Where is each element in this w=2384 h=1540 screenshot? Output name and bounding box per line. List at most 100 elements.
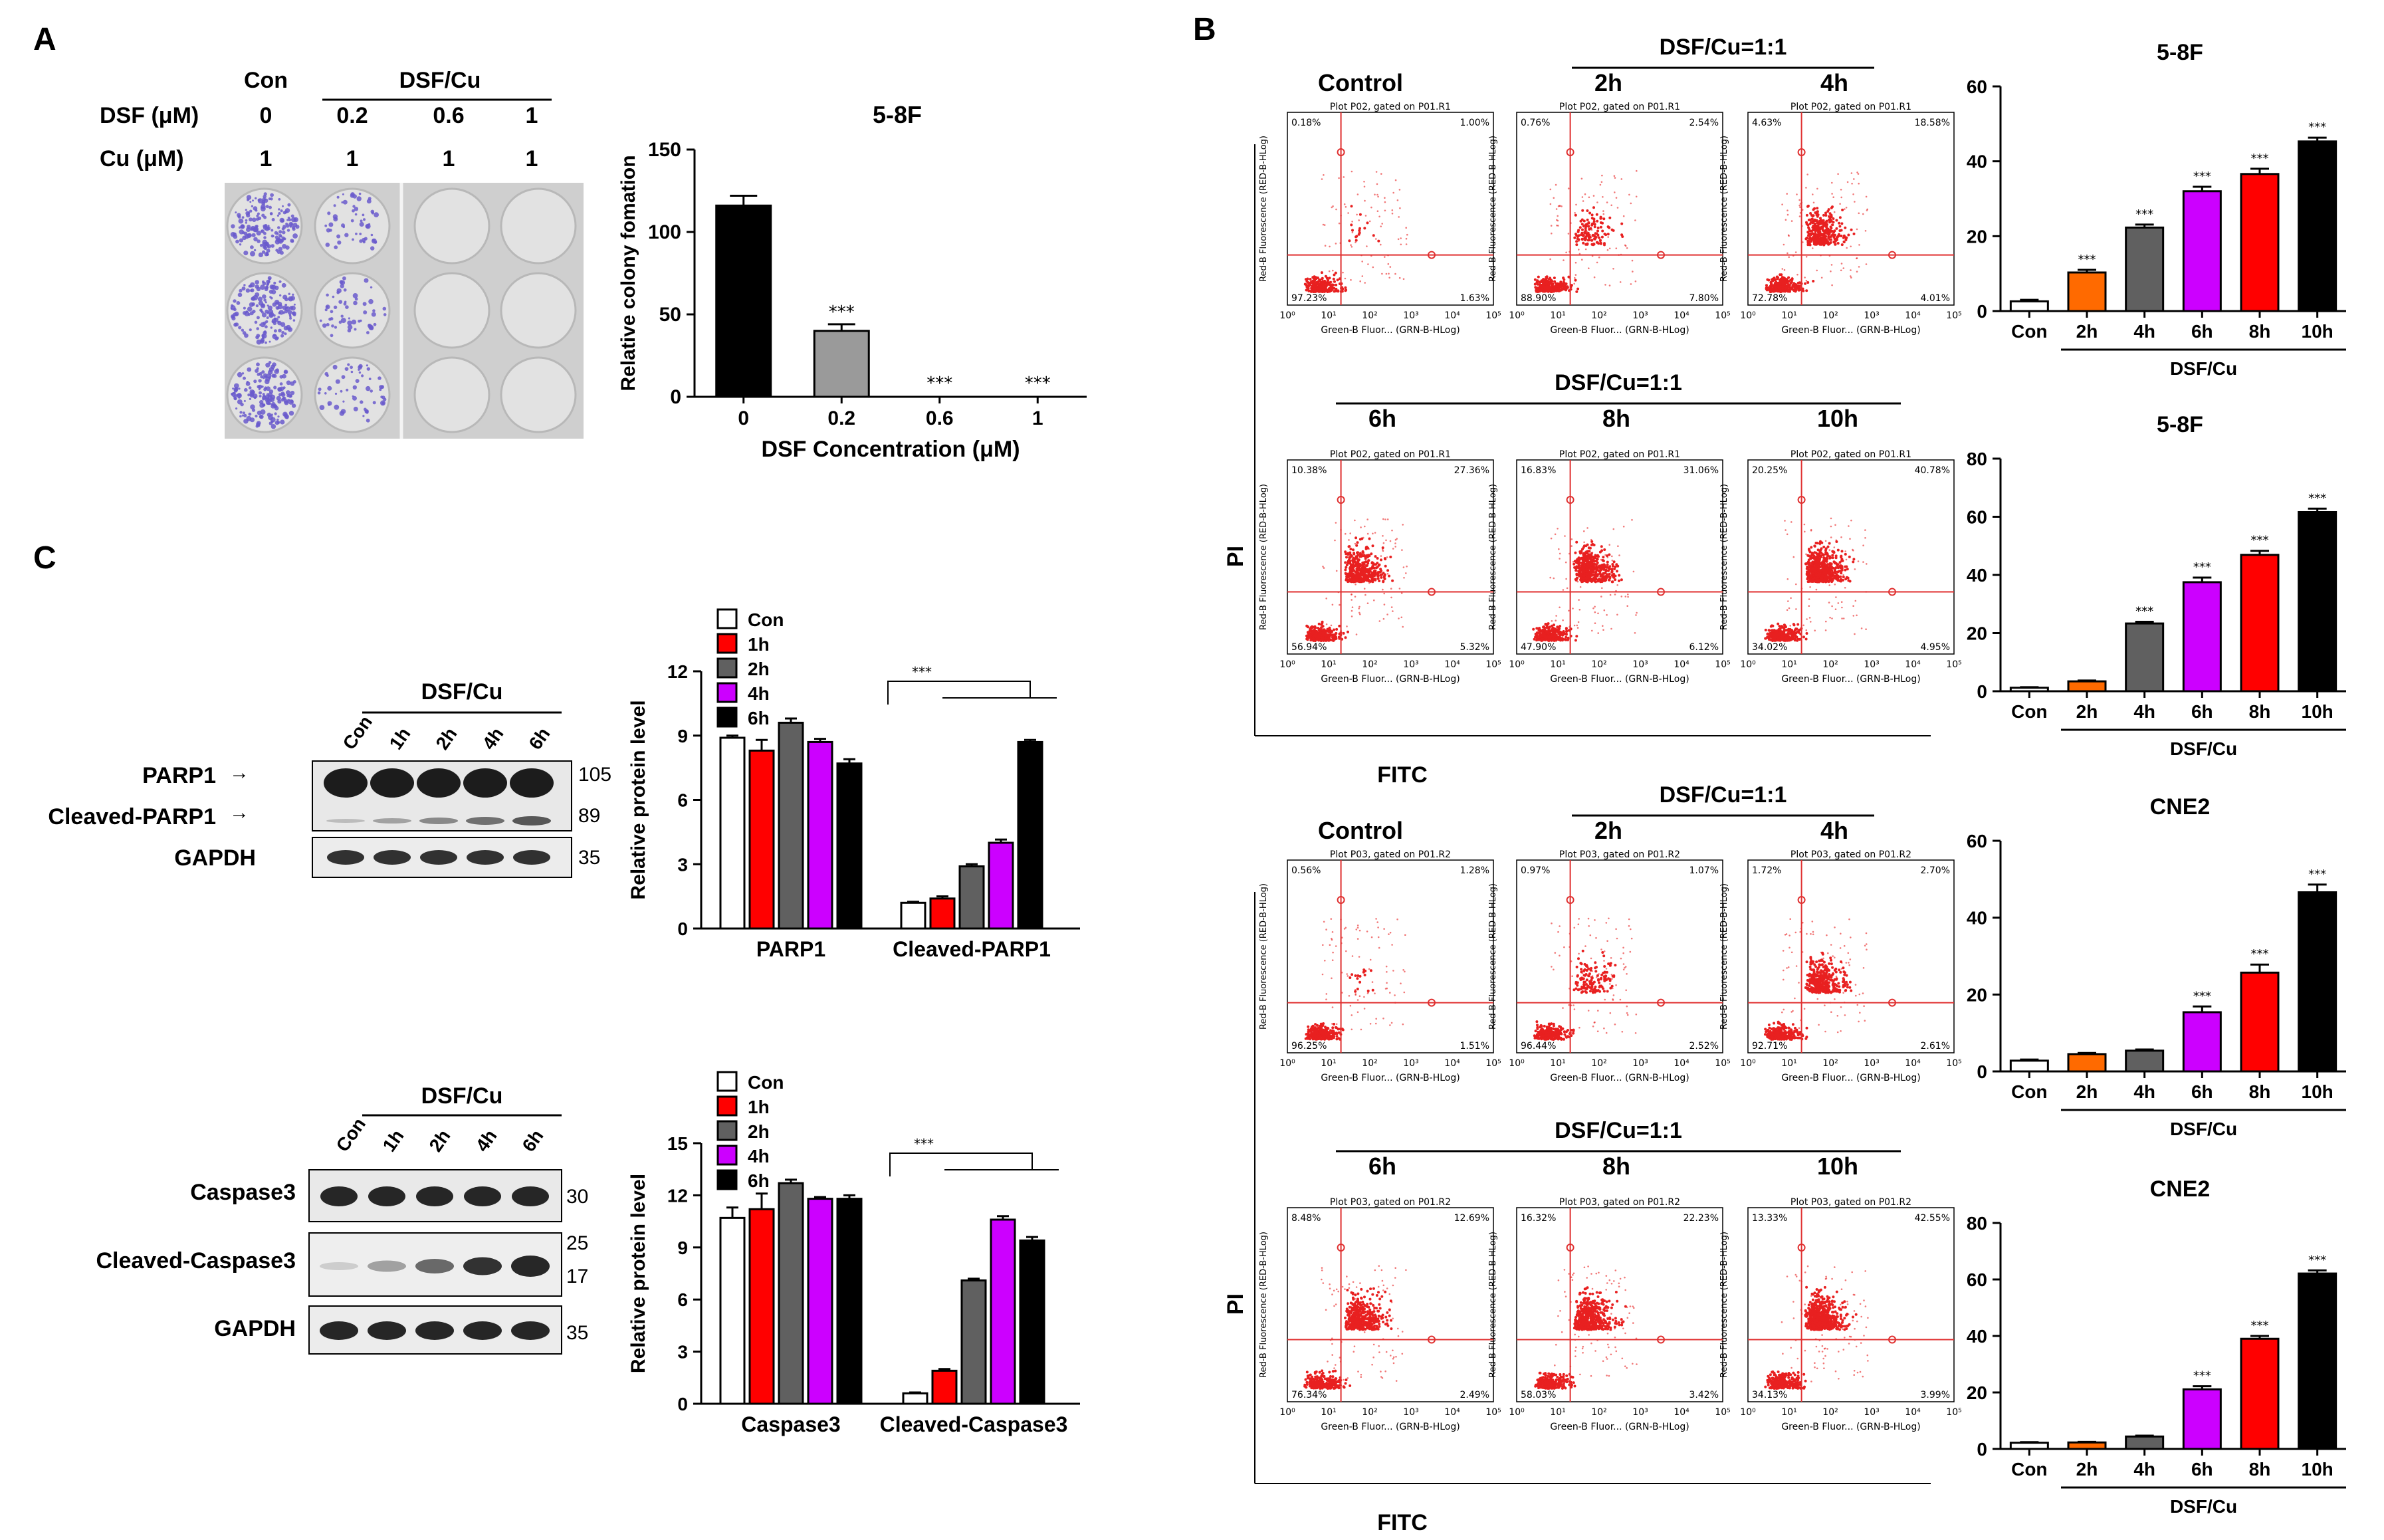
bar xyxy=(929,897,956,930)
colony-dot xyxy=(362,415,365,417)
colony-dot xyxy=(271,374,276,378)
flow-dot xyxy=(1594,622,1596,624)
colony-dot xyxy=(280,397,285,402)
x-tick-label: 10h xyxy=(2302,701,2333,722)
bar xyxy=(900,901,926,930)
colony-dot xyxy=(252,217,257,223)
flow-dot xyxy=(1810,238,1813,241)
flow-dot xyxy=(1320,271,1323,275)
flow-dot xyxy=(1398,276,1401,279)
flow-dot xyxy=(1343,176,1345,178)
flow-dot xyxy=(1555,619,1557,621)
colony-dot xyxy=(292,227,296,231)
flow-dot xyxy=(1577,562,1580,564)
colony-dot xyxy=(267,412,272,417)
significance-label: *** xyxy=(2078,253,2096,267)
flow-dot xyxy=(1612,560,1616,564)
flow-dot xyxy=(1323,288,1326,292)
flow-dot xyxy=(1376,572,1380,576)
colony-dot xyxy=(290,381,295,386)
colony-dot xyxy=(257,212,260,215)
flow-dot xyxy=(1614,566,1617,568)
flow-dot xyxy=(1549,629,1553,633)
colony-dot xyxy=(335,379,340,384)
colony-dot xyxy=(237,393,241,397)
flow-dot xyxy=(1374,563,1377,566)
flow-dot xyxy=(1402,566,1405,568)
colony-dot xyxy=(262,403,266,407)
colony-dot xyxy=(331,324,334,328)
flow-dot xyxy=(1344,568,1347,572)
flow-dot xyxy=(1374,193,1376,196)
colony-dot xyxy=(243,251,249,256)
flow-dot xyxy=(1582,241,1585,245)
flow-x-tick: 10⁴ xyxy=(1674,659,1689,670)
flow-dot xyxy=(1788,256,1790,259)
colony-dot xyxy=(325,243,330,247)
flow-x-tick: 10⁰ xyxy=(1509,659,1525,670)
flow-dot xyxy=(1628,193,1630,196)
flow-x-label: Green-B Fluor... (GRN-B-HLog) xyxy=(1781,674,1920,685)
flow-dot xyxy=(1370,573,1373,576)
flow-x-tick: 10⁰ xyxy=(1279,659,1295,670)
flow-dot xyxy=(1335,570,1338,572)
flow-dot xyxy=(1361,275,1364,277)
flow-dot xyxy=(1559,606,1561,609)
flow-dot xyxy=(1827,235,1830,239)
colony-dot xyxy=(269,212,273,215)
flow-dot xyxy=(1348,239,1351,243)
flow-dot xyxy=(1549,276,1552,280)
flow-dot xyxy=(1602,196,1604,198)
flow-dot xyxy=(1386,556,1388,558)
flow-dot xyxy=(1561,205,1563,207)
colony-dot xyxy=(352,205,356,208)
colony-dot xyxy=(260,409,266,415)
necrosis-5-8f-chart: 5-8F020406080Necrosis (%)Con2h***4h***6h… xyxy=(1931,412,2346,759)
flow-x-tick: 10⁴ xyxy=(1905,659,1921,670)
bar xyxy=(807,740,833,930)
x-tick-label: 1 xyxy=(1032,407,1043,429)
flow-dot xyxy=(1819,233,1822,236)
flow-dot xyxy=(1767,629,1771,632)
colony-dot xyxy=(277,226,280,229)
flow-dot xyxy=(1838,225,1842,228)
flow-dot xyxy=(1594,577,1598,580)
flow-dot xyxy=(1311,625,1314,628)
colony-dot xyxy=(360,400,364,404)
flow-dot xyxy=(1331,604,1334,606)
flow-dot xyxy=(1321,636,1324,639)
colony-dot xyxy=(262,294,267,299)
flow-dot xyxy=(1610,204,1612,207)
flow-dot xyxy=(1799,206,1801,209)
western-blot-caspase: DSF/Cu Con 1h 2h 4h 6h Caspase3 Cleaved-… xyxy=(96,1083,588,1355)
flow-dot xyxy=(1561,639,1564,642)
colony-dot xyxy=(259,399,264,405)
blot-band xyxy=(511,1321,550,1340)
flow-dot xyxy=(1631,518,1633,521)
bar xyxy=(958,865,985,930)
colony-dot xyxy=(245,219,248,222)
colony-dot xyxy=(261,229,263,232)
colony-dot xyxy=(370,233,374,237)
colony-dot xyxy=(258,379,262,383)
flow-x-label: Green-B Fluor... (GRN-B-HLog) xyxy=(1321,325,1460,336)
flow-dot xyxy=(1568,609,1570,612)
bar xyxy=(990,1218,1016,1405)
colony-dot xyxy=(259,395,262,397)
flow-header: Control xyxy=(1318,69,1403,96)
flow-dot xyxy=(1320,288,1323,292)
flow-dot xyxy=(1611,560,1614,562)
flow-y-label: Red-B Fluorescence (RED-B-HLog) xyxy=(1719,136,1729,282)
flow-dot xyxy=(1598,570,1602,574)
flow-dot xyxy=(1583,530,1585,532)
plate-well xyxy=(500,356,577,433)
flow-dot xyxy=(1604,554,1606,556)
flow-dot xyxy=(1356,213,1358,216)
flow-dot xyxy=(1586,209,1589,212)
bar xyxy=(2240,173,2280,312)
wb-marker: 30 xyxy=(566,1186,588,1208)
flow-dot xyxy=(1551,232,1553,235)
blot-band xyxy=(370,768,414,798)
flow-dot xyxy=(1366,245,1368,247)
colony-dot xyxy=(352,385,357,389)
